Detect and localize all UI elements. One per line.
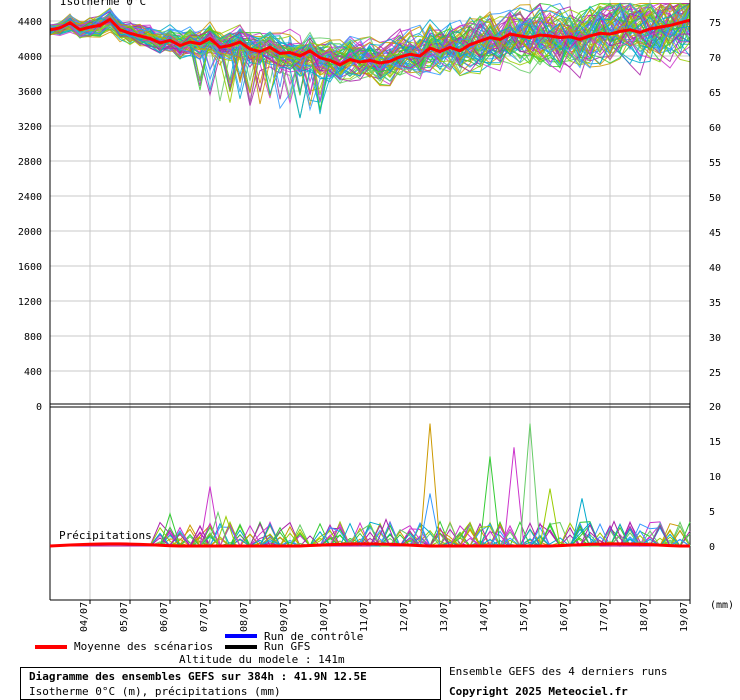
iso-right-tick-label: 70	[709, 53, 721, 64]
isotherm-member-line	[49, 2, 691, 80]
footer-copyright: Copyright 2025 Meteociel.fr	[449, 685, 628, 698]
date-tick-label: 10/07	[319, 602, 330, 632]
isotherm-mean-polyline	[49, 17, 691, 67]
precip-spike-line	[519, 423, 541, 547]
footer-title-box: Diagramme des ensembles GEFS sur 384h : …	[20, 667, 441, 700]
iso-left-tick-label: 0	[36, 402, 42, 413]
precip-spike-line	[375, 517, 397, 547]
precip-spike-line	[159, 512, 181, 547]
precip-axes: 0 5 10 15 20	[709, 402, 721, 553]
precip-spike-line	[603, 520, 625, 547]
precip-spike-line	[419, 423, 441, 547]
precip-mean-polyline	[49, 542, 690, 548]
mean-swatch	[35, 645, 67, 649]
isotherm-grid	[49, 0, 691, 600]
footer-runs: Ensemble GEFS des 4 derniers runs	[449, 665, 668, 678]
precip-spike-line	[339, 522, 361, 547]
date-tick-label: 12/07	[399, 602, 410, 632]
precip-right-tick-label: 0	[709, 542, 715, 553]
precip-spike-line	[503, 447, 525, 547]
precip-right-tick-label: 5	[709, 507, 715, 518]
isotherm-member-line	[49, 21, 691, 74]
date-tick-label: 11/07	[359, 602, 370, 632]
iso-right-tick-label: 25	[709, 368, 721, 379]
precip-right-tick-label: 10	[709, 472, 721, 483]
iso-left-tick-label: 2800	[18, 157, 42, 168]
control-run-swatch	[225, 634, 257, 638]
iso-right-tick-label: 60	[709, 123, 721, 134]
altitude-label: Altitude du modele : 141m	[179, 653, 345, 666]
iso-left-tick-label: 2000	[18, 227, 42, 238]
date-tick-label: 09/07	[279, 602, 290, 632]
footer-title: Diagramme des ensembles GEFS sur 384h : …	[29, 670, 367, 683]
iso-right-tick-label: 45	[709, 228, 721, 239]
iso-left-tick-label: 800	[24, 332, 42, 343]
date-tick-label: 08/07	[239, 602, 250, 632]
iso-left-tick-label: 3200	[18, 122, 42, 133]
precip-spike-line	[479, 456, 501, 547]
date-tick-label: 04/07	[79, 602, 90, 632]
iso-left-tick-label: 400	[24, 367, 42, 378]
iso-left-tick-label: 4000	[18, 52, 42, 63]
precip-spike-line	[539, 488, 561, 547]
isotherm-member-line	[49, 3, 691, 94]
date-tick-label: 15/07	[519, 602, 530, 632]
isotherm-mean-line	[49, 17, 691, 67]
iso-left-tick-label: 2400	[18, 192, 42, 203]
precip-spike-line	[571, 498, 593, 547]
iso-right-tick-label: 65	[709, 88, 721, 99]
iso-right-tick-label: 35	[709, 298, 721, 309]
isotherm-member-line	[49, 2, 691, 119]
gfs-run-label: Run GFS	[264, 640, 311, 653]
date-tick-label: 07/07	[199, 602, 210, 632]
precip-spike-line	[207, 510, 229, 547]
precip-unit-label: (mm)	[710, 600, 735, 611]
iso-left-tick-label: 1600	[18, 262, 42, 273]
date-tick-label: 18/07	[639, 602, 650, 632]
precip-spike-line	[215, 515, 237, 547]
control-run-label: Run de contrôle	[264, 630, 364, 643]
isotherm-axes: 0400800120016002000240028003200360040004…	[18, 0, 721, 601]
date-tick-label: 14/07	[479, 602, 490, 632]
gfs-run-swatch	[225, 645, 257, 649]
precip-right-tick-label: 15	[709, 437, 721, 448]
precip-spike-line	[419, 493, 441, 547]
date-tick-label: 19/07	[679, 602, 690, 632]
iso-right-tick-label: 50	[709, 193, 721, 204]
iso-right-tick-label: 30	[709, 333, 721, 344]
iso-left-tick-label: 4400	[18, 17, 42, 28]
precip-spike-line	[199, 486, 221, 547]
isotherm-member-line	[49, 3, 691, 103]
isotherm-member-line	[49, 2, 691, 70]
precip-mean-line	[49, 542, 690, 548]
mean-label: Moyenne des scénarios	[74, 640, 214, 653]
date-tick-label: 17/07	[599, 602, 610, 632]
footer-subtitle: Isotherme 0°C (m), précipitations (mm)	[29, 685, 281, 698]
precip-panel-label: Précipitations	[59, 529, 152, 542]
date-tick-label: 13/07	[439, 602, 450, 632]
isotherm-panel-label: Isotherme 0°C	[60, 0, 147, 8]
iso-right-tick-label: 75	[709, 18, 721, 29]
iso-left-tick-label: 1200	[18, 297, 42, 308]
date-tick-label: 06/07	[159, 602, 170, 632]
precip-right-tick-label: 20	[709, 402, 721, 413]
iso-right-tick-label: 55	[709, 158, 721, 169]
date-axis: 04/07 05/07 06/07 07/07 08/07 09/07 10/07 11/07…	[79, 600, 691, 632]
date-tick-label: 16/07	[559, 602, 570, 632]
iso-left-tick-label: 3600	[18, 87, 42, 98]
iso-right-tick-label: 40	[709, 263, 721, 274]
date-tick-label: 05/07	[119, 602, 130, 632]
